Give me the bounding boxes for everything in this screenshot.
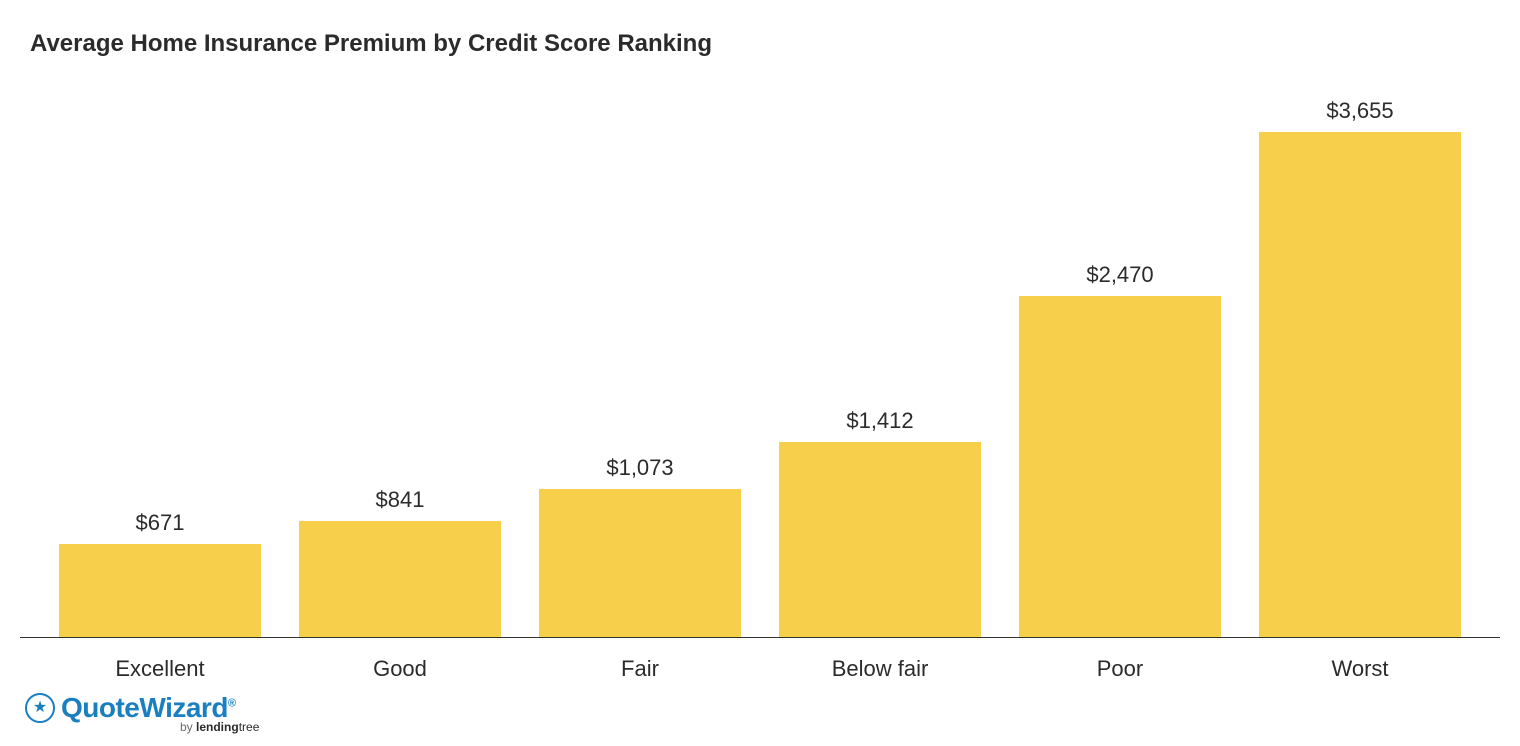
bar [299, 521, 501, 637]
x-axis-label: Worst [1259, 656, 1461, 682]
bar [1259, 132, 1461, 637]
bar-value-label: $841 [376, 487, 425, 513]
source-logo: ★ QuoteWizard® by lendingtree [25, 692, 259, 734]
bar [59, 544, 261, 637]
bar [539, 489, 741, 637]
bar [1019, 296, 1221, 637]
x-axis-label: Poor [1019, 656, 1221, 682]
x-axis-label: Good [299, 656, 501, 682]
bar-group: $2,470 [1019, 262, 1221, 637]
x-axis-label: Below fair [779, 656, 981, 682]
bar-group: $1,073 [539, 455, 741, 637]
bar-group: $671 [59, 510, 261, 637]
x-axis-label: Fair [539, 656, 741, 682]
bar-value-label: $2,470 [1086, 262, 1153, 288]
bar-chart: $671 $841 $1,073 $1,412 $2,470 $3,655 [20, 78, 1500, 638]
bar-value-label: $1,412 [846, 408, 913, 434]
bar-group: $3,655 [1259, 98, 1461, 637]
x-axis-label: Excellent [59, 656, 261, 682]
chart-title: Average Home Insurance Premium by Credit… [20, 30, 1500, 58]
logo-byline: by lendingtree [180, 720, 259, 734]
bar [779, 442, 981, 637]
x-axis: Excellent Good Fair Below fair Poor Worst [20, 638, 1500, 682]
logo-star-icon: ★ [25, 693, 55, 723]
bar-value-label: $671 [136, 510, 185, 536]
bar-group: $841 [299, 487, 501, 637]
bar-group: $1,412 [779, 408, 981, 637]
bar-value-label: $3,655 [1326, 98, 1393, 124]
bar-value-label: $1,073 [606, 455, 673, 481]
